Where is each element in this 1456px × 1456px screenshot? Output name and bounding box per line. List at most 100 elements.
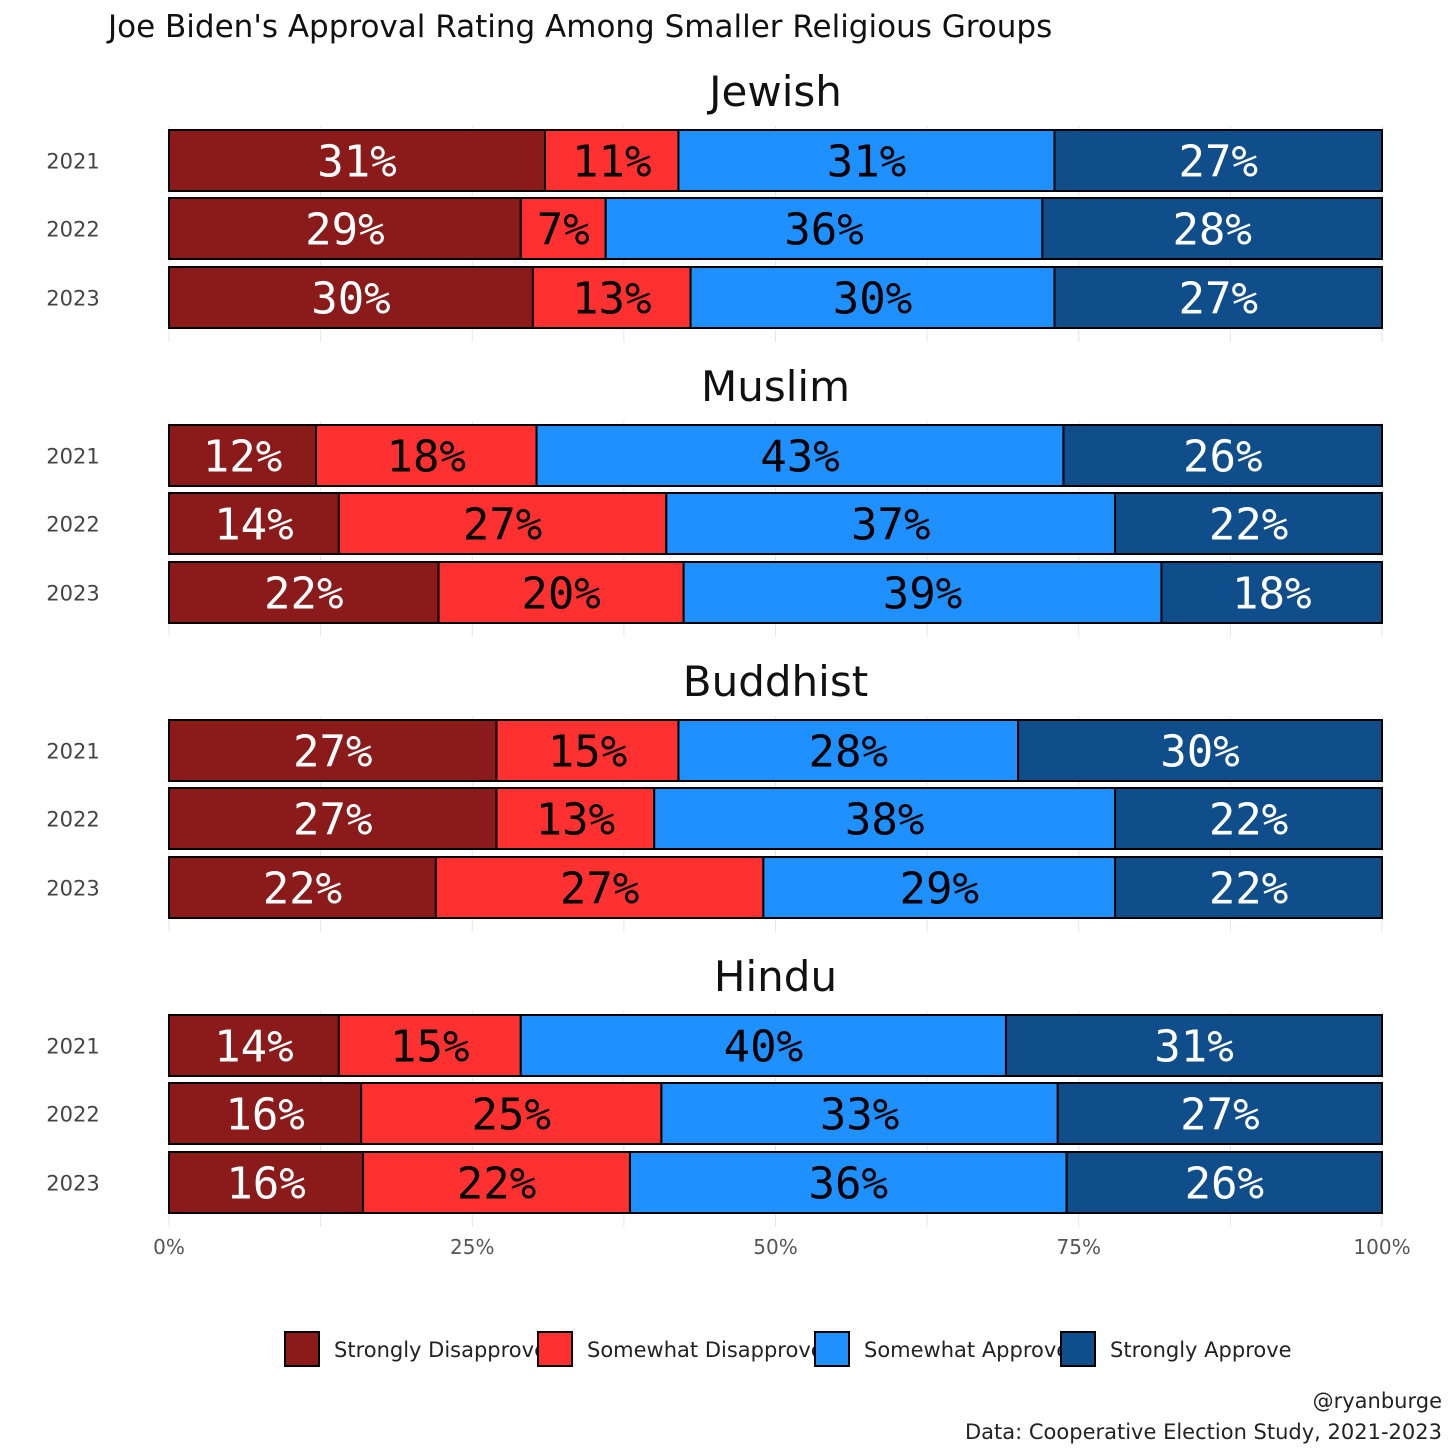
panel-hindu: Hindu 2021 14% 15% 40% 31% 2022 16% 25% 33% 27% 202… xyxy=(46,952,1383,1227)
data-label: 14% xyxy=(214,500,293,551)
x-tick-label: 0% xyxy=(153,1235,185,1259)
data-label: 15% xyxy=(548,727,627,778)
bar-segment xyxy=(677,719,1020,782)
facet-title: Jewish xyxy=(706,67,842,116)
bar-segment xyxy=(1056,1082,1383,1145)
legend-swatch xyxy=(284,1331,320,1367)
year-label: 2023 xyxy=(46,582,99,606)
bar-segment xyxy=(168,197,522,260)
data-label: 16% xyxy=(226,1159,305,1210)
data-label: 30% xyxy=(833,274,912,325)
bar-segment xyxy=(337,492,668,555)
bar-segment xyxy=(1114,856,1383,919)
bar-segment xyxy=(682,561,1163,624)
data-label: 36% xyxy=(809,1159,888,1210)
bar-segment xyxy=(1160,561,1384,624)
bar-segment xyxy=(1065,1151,1383,1214)
data-label: 29% xyxy=(900,864,979,915)
x-tick-label: 100% xyxy=(1353,1235,1410,1259)
data-label: 18% xyxy=(1232,569,1311,620)
data-label: 20% xyxy=(521,569,600,620)
data-label: 30% xyxy=(311,274,390,325)
year-label: 2023 xyxy=(46,1172,99,1196)
bar-segment xyxy=(1041,197,1383,260)
x-tick-label: 75% xyxy=(1057,1235,1101,1259)
data-label: 11% xyxy=(572,137,651,188)
bar-segment xyxy=(1053,266,1383,329)
data-label: 28% xyxy=(809,727,888,778)
bar-segment xyxy=(168,561,440,624)
facet-title: Buddhist xyxy=(683,657,868,706)
year-label: 2022 xyxy=(46,808,99,832)
panel-buddhist: Buddhist 2021 27% 15% 28% 30% 2022 27% 13% 38% 22%… xyxy=(46,657,1383,932)
data-label: 13% xyxy=(572,274,651,325)
data-label: 22% xyxy=(1209,864,1288,915)
data-label: 36% xyxy=(784,205,863,256)
bar-segment xyxy=(535,424,1065,487)
bar-segment xyxy=(1114,787,1383,850)
data-label: 27% xyxy=(1179,137,1258,188)
data-label: 33% xyxy=(820,1090,899,1141)
bar-segment xyxy=(677,129,1056,192)
bar-segment xyxy=(1017,719,1383,782)
bar-segment xyxy=(168,1082,363,1145)
bar-segment xyxy=(628,1151,1068,1214)
bar-segment xyxy=(689,266,1056,329)
data-label: 26% xyxy=(1183,432,1262,483)
data-label: 12% xyxy=(203,432,282,483)
data-label: 39% xyxy=(883,569,962,620)
legend-label: Somewhat Approve xyxy=(864,1338,1069,1362)
bar-segment xyxy=(495,719,680,782)
year-label: 2021 xyxy=(46,1035,99,1059)
data-label: 22% xyxy=(1209,795,1288,846)
bar-segment xyxy=(519,197,607,260)
legend: Strongly Disapprove Somewhat Disapprove So… xyxy=(284,1331,1292,1367)
data-label: 40% xyxy=(724,1022,803,1073)
data-label: 27% xyxy=(293,795,372,846)
bar-segment xyxy=(1114,492,1383,555)
bar-segment xyxy=(665,492,1117,555)
legend-label: Somewhat Disapprove xyxy=(587,1338,824,1362)
data-label: 14% xyxy=(214,1022,293,1073)
bar-segment xyxy=(531,266,692,329)
bar-segment xyxy=(168,1151,365,1214)
data-label: 30% xyxy=(1160,727,1239,778)
data-label: 18% xyxy=(387,432,466,483)
data-label: 26% xyxy=(1185,1159,1264,1210)
bar-segment xyxy=(168,787,498,850)
legend-label: Strongly Disapprove xyxy=(334,1338,547,1362)
data-label: 15% xyxy=(390,1022,469,1073)
year-label: 2023 xyxy=(46,287,99,311)
year-label: 2023 xyxy=(46,877,99,901)
data-label: 7% xyxy=(537,205,590,256)
year-label: 2022 xyxy=(46,218,99,242)
facet-title: Muslim xyxy=(701,362,850,411)
data-label: 27% xyxy=(1179,274,1258,325)
data-label: 22% xyxy=(1209,500,1288,551)
bar-segment xyxy=(1053,129,1383,192)
data-label: 16% xyxy=(225,1090,304,1141)
bar-segment xyxy=(337,1014,522,1077)
data-label: 22% xyxy=(264,569,343,620)
bar-segment xyxy=(168,266,534,329)
data-label: 13% xyxy=(536,795,615,846)
bar-segment xyxy=(315,424,538,487)
facet-title: Hindu xyxy=(714,952,837,1001)
bar-segment xyxy=(495,787,656,850)
year-label: 2022 xyxy=(46,1103,99,1127)
year-label: 2022 xyxy=(46,513,99,537)
bar-segment xyxy=(360,1082,663,1145)
data-label: 27% xyxy=(293,727,372,778)
bar-segment xyxy=(653,787,1117,850)
x-axis: 0% 25% 50% 75% 100% xyxy=(153,1235,1410,1259)
legend-label: Strongly Approve xyxy=(1110,1338,1292,1362)
data-label: 25% xyxy=(472,1090,551,1141)
data-label: 22% xyxy=(457,1159,536,1210)
data-label: 22% xyxy=(263,864,342,915)
x-tick-label: 50% xyxy=(753,1235,797,1259)
bar-segment xyxy=(660,1082,1059,1145)
bar-segment xyxy=(544,129,680,192)
data-label: 31% xyxy=(317,137,396,188)
bar-segment xyxy=(168,719,498,782)
